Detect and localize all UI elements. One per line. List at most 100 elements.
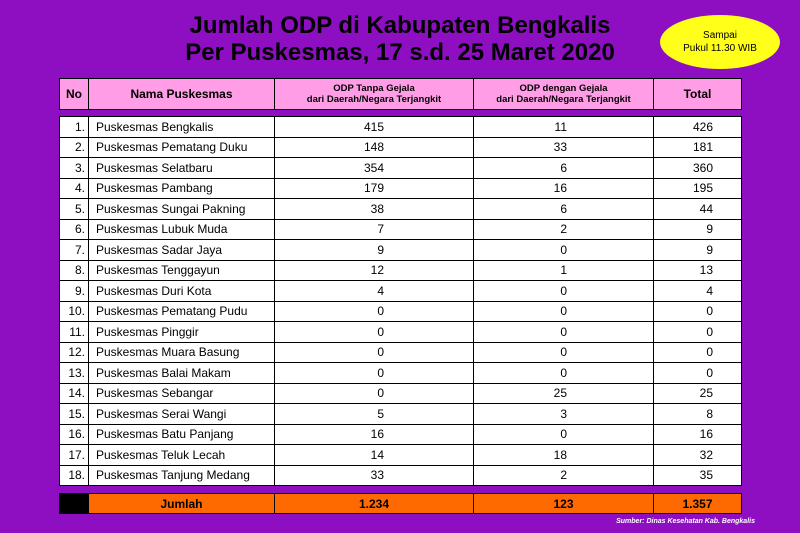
cell-odp-dengan-gejala: 2 (473, 464, 654, 486)
cell-puskesmas-name: Puskesmas Duri Kota (88, 280, 275, 302)
cell-odp-dengan-gejala: 3 (473, 403, 654, 425)
header-odp-tanpa-gejala-line-2: dari Daerah/Negara Terjangkit (306, 94, 442, 105)
cell-no: 4. (59, 177, 89, 199)
cell-odp-tanpa-gejala: 0 (274, 321, 474, 343)
cell-odp-tanpa-gejala: 415 (274, 116, 474, 138)
cell-no: 5. (59, 198, 89, 220)
cell-no: 14. (59, 382, 89, 404)
totals-dengan-gejala: 123 (473, 493, 654, 514)
cell-puskesmas-name: Puskesmas Pematang Pudu (88, 300, 275, 322)
cell-puskesmas-name: Puskesmas Selatbaru (88, 157, 275, 179)
totals-tanpa-gejala: 1.234 (274, 493, 474, 514)
cell-total: 360 (653, 157, 742, 179)
cell-total: 35 (653, 464, 742, 486)
cell-puskesmas-name: Puskesmas Lubuk Muda (88, 218, 275, 240)
cell-odp-dengan-gejala: 0 (473, 341, 654, 363)
cell-odp-dengan-gejala: 0 (473, 423, 654, 445)
cell-total: 9 (653, 218, 742, 240)
table-row: 1. Puskesmas Bengkalis 415 11 426 (59, 116, 742, 138)
cell-no: 1. (59, 116, 89, 138)
title-line-2: Per Puskesmas, 17 s.d. 25 Maret 2020 (185, 39, 615, 66)
cell-no: 8. (59, 259, 89, 281)
cell-odp-tanpa-gejala: 14 (274, 444, 474, 466)
cell-no: 16. (59, 423, 89, 445)
cell-odp-dengan-gejala: 6 (473, 198, 654, 220)
cell-puskesmas-name: Puskesmas Pambang (88, 177, 275, 199)
cell-no: 9. (59, 280, 89, 302)
cell-odp-tanpa-gejala: 179 (274, 177, 474, 199)
table-row: 12. Puskesmas Muara Basung 0 0 0 (59, 341, 742, 363)
cell-odp-dengan-gejala: 18 (473, 444, 654, 466)
table-row: 2. Puskesmas Pematang Duku 148 33 181 (59, 136, 742, 158)
table-row: 9. Puskesmas Duri Kota 4 0 4 (59, 280, 742, 302)
cell-total: 195 (653, 177, 742, 199)
cell-odp-dengan-gejala: 1 (473, 259, 654, 281)
cell-total: 0 (653, 321, 742, 343)
cell-total: 44 (653, 198, 742, 220)
cell-puskesmas-name: Puskesmas Bengkalis (88, 116, 275, 138)
header-odp-dengan-gejala-line-1: ODP dengan Gejala (519, 83, 608, 94)
cell-total: 13 (653, 259, 742, 281)
cell-puskesmas-name: Puskesmas Muara Basung (88, 341, 275, 363)
cell-odp-tanpa-gejala: 38 (274, 198, 474, 220)
cell-odp-dengan-gejala: 16 (473, 177, 654, 199)
badge-line-1: Sampai (703, 30, 737, 41)
source-note: Sumber: Dinas Kesehatan Kab. Bengkalis (616, 518, 755, 525)
cell-total: 426 (653, 116, 742, 138)
cell-odp-tanpa-gejala: 5 (274, 403, 474, 425)
table-row: 13. Puskesmas Balai Makam 0 0 0 (59, 362, 742, 384)
table-row: 8. Puskesmas Tenggayun 12 1 13 (59, 259, 742, 281)
table-row: 3. Puskesmas Selatbaru 354 6 360 (59, 157, 742, 179)
totals-label: Jumlah (88, 493, 275, 514)
cell-no: 7. (59, 239, 89, 261)
cell-puskesmas-name: Puskesmas Teluk Lecah (88, 444, 275, 466)
header-odp-dengan-gejala: ODP dengan Gejala dari Daerah/Negara Ter… (473, 78, 654, 110)
cell-odp-dengan-gejala: 0 (473, 280, 654, 302)
cell-puskesmas-name: Puskesmas Pinggir (88, 321, 275, 343)
cell-odp-tanpa-gejala: 354 (274, 157, 474, 179)
cell-odp-tanpa-gejala: 12 (274, 259, 474, 281)
cell-odp-dengan-gejala: 2 (473, 218, 654, 240)
cell-odp-tanpa-gejala: 0 (274, 341, 474, 363)
cell-odp-tanpa-gejala: 7 (274, 218, 474, 240)
cell-odp-dengan-gejala: 0 (473, 300, 654, 322)
cell-odp-tanpa-gejala: 148 (274, 136, 474, 158)
table-header: No Nama Puskesmas ODP Tanpa Gejala dari … (59, 78, 742, 110)
cell-odp-tanpa-gejala: 0 (274, 300, 474, 322)
table-row: 15. Puskesmas Serai Wangi 5 3 8 (59, 403, 742, 425)
header-odp-tanpa-gejala-line-1: ODP Tanpa Gejala (333, 83, 415, 94)
cell-odp-tanpa-gejala: 0 (274, 382, 474, 404)
table-row: 4. Puskesmas Pambang 179 16 195 (59, 177, 742, 199)
header-name: Nama Puskesmas (88, 78, 275, 110)
cell-puskesmas-name: Puskesmas Tanjung Medang (88, 464, 275, 486)
table-row: 16. Puskesmas Batu Panjang 16 0 16 (59, 423, 742, 445)
cell-odp-dengan-gejala: 6 (473, 157, 654, 179)
cell-total: 4 (653, 280, 742, 302)
cell-total: 0 (653, 300, 742, 322)
cell-total: 0 (653, 362, 742, 384)
cell-puskesmas-name: Puskesmas Sebangar (88, 382, 275, 404)
cell-total: 16 (653, 423, 742, 445)
cell-odp-dengan-gejala: 0 (473, 321, 654, 343)
cell-puskesmas-name: Puskesmas Serai Wangi (88, 403, 275, 425)
cell-no: 12. (59, 341, 89, 363)
cell-odp-tanpa-gejala: 4 (274, 280, 474, 302)
cell-total: 25 (653, 382, 742, 404)
cell-total: 181 (653, 136, 742, 158)
cell-no: 2. (59, 136, 89, 158)
cell-no: 18. (59, 464, 89, 486)
table-row: 17. Puskesmas Teluk Lecah 14 18 32 (59, 444, 742, 466)
cell-no: 3. (59, 157, 89, 179)
cell-total: 8 (653, 403, 742, 425)
table-row: 14. Puskesmas Sebangar 0 25 25 (59, 382, 742, 404)
header-odp-tanpa-gejala: ODP Tanpa Gejala dari Daerah/Negara Terj… (274, 78, 474, 110)
badge-line-2: Pukul 11.30 WIB (683, 43, 757, 54)
cell-no: 6. (59, 218, 89, 240)
cell-no: 13. (59, 362, 89, 384)
cell-puskesmas-name: Puskesmas Sadar Jaya (88, 239, 275, 261)
cell-odp-tanpa-gejala: 33 (274, 464, 474, 486)
cell-no: 10. (59, 300, 89, 322)
totals-total: 1.357 (653, 493, 742, 514)
cell-odp-dengan-gejala: 11 (473, 116, 654, 138)
time-badge: Sampai Pukul 11.30 WIB (660, 15, 780, 69)
